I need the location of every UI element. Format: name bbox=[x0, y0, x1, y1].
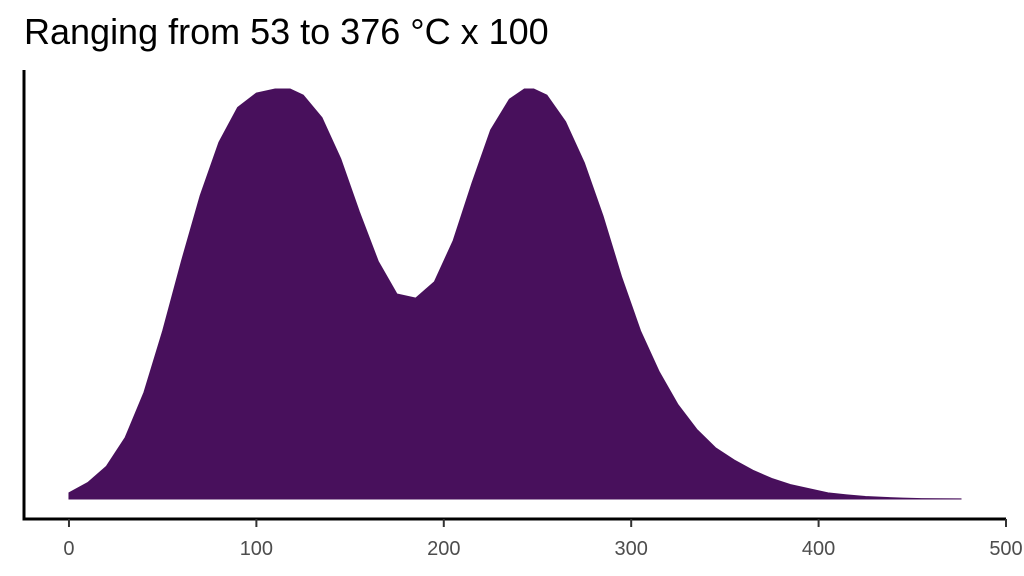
x-tick-label: 200 bbox=[427, 538, 460, 560]
x-tick-label: 400 bbox=[802, 538, 835, 560]
x-tick-label: 500 bbox=[989, 538, 1022, 560]
x-tick-label: 0 bbox=[63, 538, 74, 560]
density-area bbox=[68, 88, 962, 500]
x-ticks: 0 100 200 300 400 500 bbox=[63, 519, 1023, 560]
x-tick-label: 100 bbox=[240, 538, 273, 560]
chart-title: Ranging from 53 to 376 °C x 100 bbox=[24, 11, 549, 52]
x-tick-label: 300 bbox=[615, 538, 648, 560]
